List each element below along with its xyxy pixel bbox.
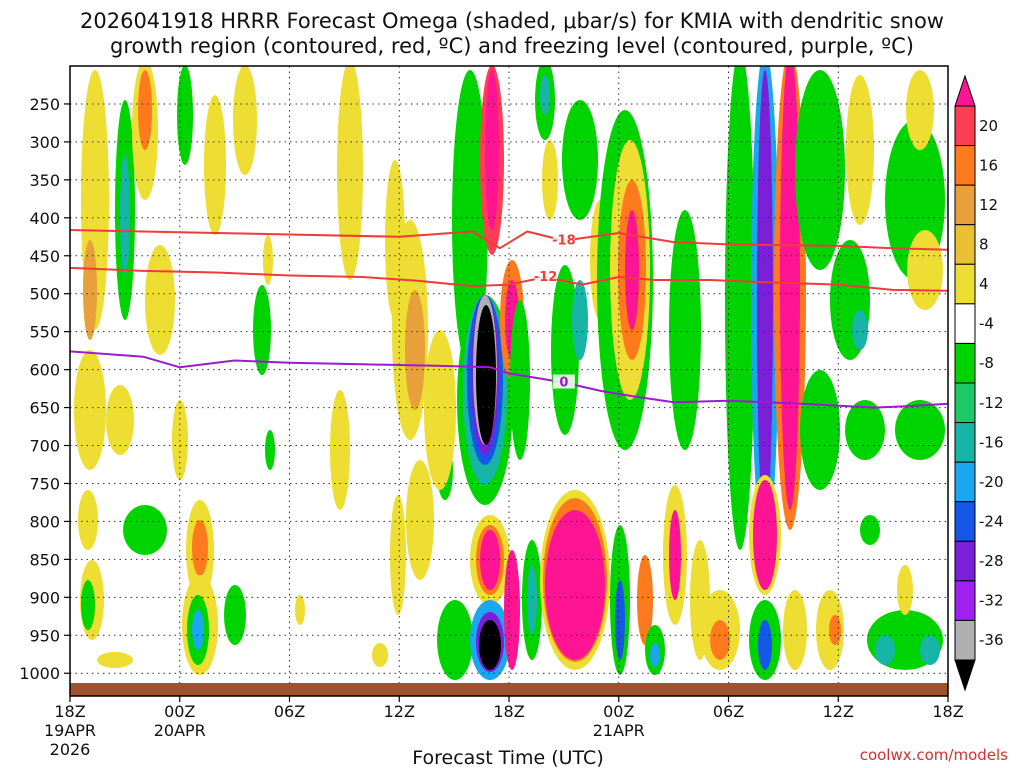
colorbar-label-2: 12: [979, 196, 998, 214]
x-tick-label-1: 00Z: [164, 702, 195, 721]
colorbar-swatch-11: [954, 540, 976, 582]
colorbar-swatch-10: [954, 501, 976, 542]
x-tick-label-4: 18Z: [493, 702, 524, 721]
y-tick-label-450: 450: [29, 247, 60, 266]
colorbar-swatch-9: [954, 461, 976, 503]
y-tick-label-600: 600: [29, 361, 60, 380]
colorbar-swatch-0: [954, 105, 976, 147]
y-tick-label-250: 250: [29, 95, 60, 114]
x-tick-date-5: 21APR: [593, 721, 645, 740]
colorbar-label-7: -12: [979, 394, 1004, 412]
colorbar-label-5: -4: [979, 315, 994, 333]
dendritic-contour-0: [70, 229, 948, 251]
y-tick-label-650: 650: [29, 399, 60, 418]
colorbar-swatch-3: [954, 224, 976, 265]
colorbar-swatch-2: [954, 184, 976, 226]
freezing-contour-label-2: 0: [559, 376, 568, 391]
colorbar-label-11: -28: [979, 552, 1004, 570]
colorbar-label-6: -8: [979, 354, 994, 372]
contour-label-bg-1: [534, 269, 557, 284]
x-tick-date-1: 20APR: [154, 721, 206, 740]
contour-label-bg-2: [552, 374, 575, 389]
chart-title-line2: growth region (contoured, red, ºC) and f…: [110, 34, 914, 58]
colorbar-label-10: -24: [979, 513, 1004, 531]
colorbar-label-8: -16: [979, 433, 1004, 451]
y-tick-label-800: 800: [29, 512, 60, 531]
y-tick-label-550: 550: [29, 323, 60, 342]
x-tick-label-5: 00Z: [603, 702, 634, 721]
shading-center-system: [424, 66, 610, 680]
colorbar-label-0: 20: [979, 117, 998, 135]
y-tick-label-400: 400: [29, 209, 60, 228]
gridlines: [70, 66, 948, 696]
x-axis-label: Forecast Time (UTC): [412, 747, 603, 768]
colorbar-swatch-13: [954, 619, 976, 661]
y-tick-label-300: 300: [29, 133, 60, 152]
freezing-contour-2: [70, 350, 948, 409]
contour-lines: -18 -12 0: [70, 229, 948, 409]
x-tick-label-3: 12Z: [384, 702, 415, 721]
dendritic-contour-label-0: -18: [552, 234, 576, 249]
colorbar-label-13: -36: [979, 631, 1004, 649]
colorbar-swatch-5: [954, 303, 976, 344]
colorbar-label-12: -32: [979, 592, 1004, 610]
colorbar-swatch-6: [954, 342, 976, 384]
colorbar-swatch-4: [954, 263, 976, 305]
y-tick-label-1000: 1000: [19, 664, 60, 683]
colorbar-swatch-7: [954, 382, 976, 424]
colorbar-label-1: 16: [979, 156, 998, 174]
colorbar-swatch-1: [954, 145, 976, 186]
x-tick-date-0: 19APR: [44, 721, 96, 740]
colorbar-bottom-triangle: [954, 659, 976, 692]
y-axis: 250 300 350 400 450 500 550 600 650 700 750 800 850 9…: [19, 95, 70, 683]
colorbar-swatch-8: [954, 422, 976, 463]
colorbar-swatch-12: [954, 580, 976, 621]
colorbar-top-triangle: [954, 74, 976, 107]
colorbar-label-3: 8: [979, 236, 989, 254]
y-tick-label-500: 500: [29, 285, 60, 304]
colorbar-label-9: -20: [979, 473, 1004, 491]
credit-text: coolwx.com/models: [860, 746, 1008, 764]
x-tick-label-8: 18Z: [932, 702, 963, 721]
y-tick-label-700: 700: [29, 437, 60, 456]
chart-title-line1: 2026041918 HRRR Forecast Omega (shaded, …: [80, 9, 944, 33]
colorbar-label-4: 4: [979, 275, 989, 293]
x-tick-label-6: 06Z: [713, 702, 744, 721]
y-tick-label-850: 850: [29, 550, 60, 569]
dendritic-contour-label-1: -12: [534, 270, 558, 285]
x-tick-label-2: 06Z: [274, 702, 305, 721]
x-tick-label-7: 12Z: [823, 702, 854, 721]
omega-shading: [74, 66, 945, 680]
x-tick-year-0: 2026: [50, 740, 91, 759]
shading-right-side: [540, 66, 945, 680]
shading-rising-left: [74, 66, 434, 675]
ground-surface: [70, 683, 948, 696]
colorbar: 20 16 12 8 4 -4 -8 -12 -16 -20 -24 -28 -32 -36: [954, 74, 1004, 692]
x-tick-label-0: 18Z: [54, 702, 85, 721]
y-tick-label-900: 900: [29, 588, 60, 607]
y-tick-label-950: 950: [29, 626, 60, 645]
contour-label-bg-0: [552, 232, 575, 247]
y-tick-label-750: 750: [29, 474, 60, 493]
y-tick-label-350: 350: [29, 171, 60, 190]
